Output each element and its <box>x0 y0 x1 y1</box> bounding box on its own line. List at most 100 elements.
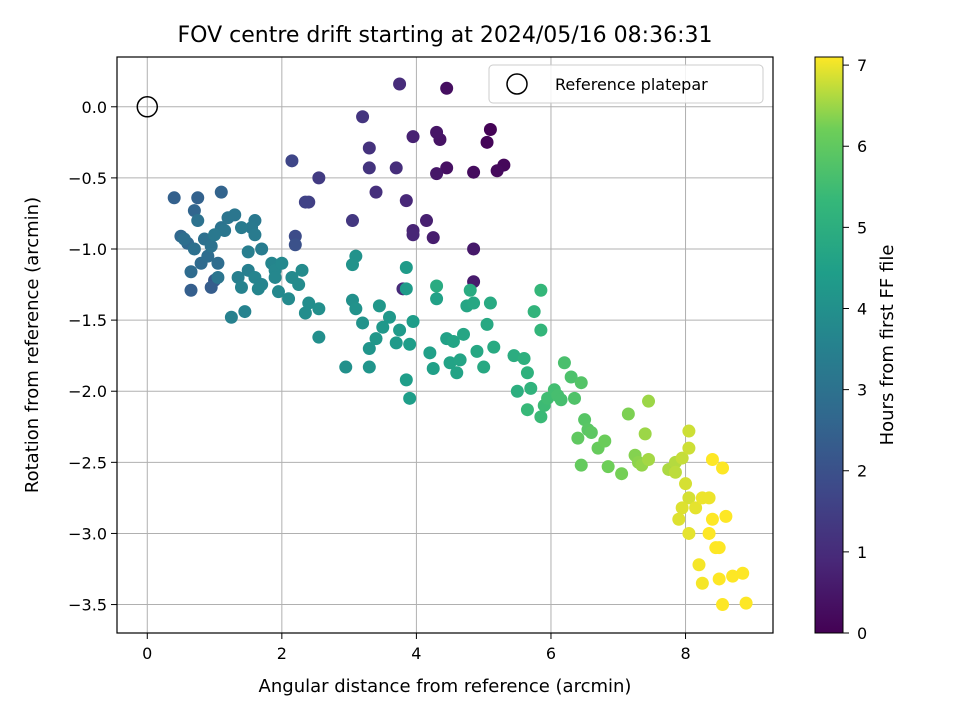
data-point-178 <box>705 452 719 466</box>
data-point-95 <box>389 336 403 350</box>
legend-box <box>488 64 764 104</box>
y-tick-label-3: −1.5 <box>68 311 107 330</box>
data-point-118 <box>487 340 501 354</box>
colorbar: 0 1 2 3 4 5 6 7 Hours from first FF file <box>814 56 898 643</box>
data-point-72 <box>268 270 282 284</box>
data-point-129 <box>520 403 534 417</box>
data-point-114 <box>470 344 484 358</box>
data-point-43 <box>201 249 215 263</box>
data-point-87 <box>345 258 359 272</box>
data-point-75 <box>282 292 296 306</box>
data-point-116 <box>480 317 494 331</box>
data-point-33 <box>204 280 218 294</box>
data-point-6 <box>440 161 454 175</box>
data-point-14 <box>406 130 420 144</box>
data-point-34 <box>184 283 198 297</box>
data-point-54 <box>218 224 232 238</box>
data-point-48 <box>191 214 205 228</box>
y-tick-label-5: −2.5 <box>68 453 107 472</box>
legend-label-reference: Reference platepar <box>555 75 708 94</box>
data-point-153 <box>638 427 652 441</box>
data-point-22 <box>362 141 376 155</box>
x-axis-ticks: 0 2 4 6 8 <box>142 633 691 663</box>
data-point-44 <box>211 256 225 270</box>
data-point-96 <box>393 323 407 337</box>
data-point-12 <box>426 231 440 245</box>
data-point-79 <box>302 296 316 310</box>
data-point-19 <box>393 77 407 91</box>
x-tick-label-3: 6 <box>546 644 556 663</box>
data-point-143 <box>571 431 585 445</box>
data-point-115 <box>477 360 491 374</box>
data-point-105 <box>430 292 444 306</box>
data-point-74 <box>271 285 285 299</box>
data-point-182 <box>716 598 730 612</box>
data-point-3 <box>490 164 504 178</box>
data-point-20 <box>389 161 403 175</box>
colorbar-label: Hours from first FF file <box>877 245 898 446</box>
data-point-45 <box>177 232 191 246</box>
colorbar-ticks: 0 1 2 3 4 5 6 7 <box>843 56 867 643</box>
data-point-100 <box>403 337 417 351</box>
colorbar-tick-label-6: 6 <box>857 137 867 156</box>
data-point-102 <box>403 391 417 405</box>
data-point-69 <box>251 282 265 296</box>
data-point-103 <box>423 346 437 360</box>
data-point-175 <box>719 509 733 523</box>
data-point-161 <box>682 441 696 455</box>
data-point-159 <box>675 451 689 465</box>
data-point-130 <box>534 410 548 424</box>
data-point-81 <box>312 302 326 316</box>
y-tick-label-2: −1.0 <box>68 240 107 259</box>
data-point-166 <box>682 526 696 540</box>
data-point-37 <box>214 185 228 199</box>
data-point-172 <box>702 526 716 540</box>
data-point-154 <box>642 394 656 408</box>
data-point-80 <box>298 306 312 320</box>
colorbar-tick-label-7: 7 <box>857 56 867 75</box>
data-point-167 <box>689 501 703 515</box>
data-point-119 <box>430 279 444 293</box>
data-point-165 <box>672 512 686 526</box>
y-tick-label-6: −3.0 <box>68 524 107 543</box>
data-point-99 <box>406 315 420 329</box>
data-point-169 <box>702 491 716 505</box>
data-point-113 <box>467 296 481 310</box>
data-point-176 <box>705 512 719 526</box>
data-point-98 <box>399 282 413 296</box>
y-tick-label-0: 0.0 <box>82 98 107 117</box>
data-point-21 <box>369 185 383 199</box>
data-point-122 <box>510 384 524 398</box>
data-point-8 <box>430 125 444 139</box>
colorbar-tick-label-5: 5 <box>857 218 867 237</box>
data-point-121 <box>507 349 521 363</box>
data-point-1 <box>480 135 494 149</box>
data-point-85 <box>349 302 363 316</box>
data-point-170 <box>692 558 706 572</box>
data-point-16 <box>406 228 420 242</box>
data-point-94 <box>382 310 396 324</box>
data-point-138 <box>568 391 582 405</box>
data-point-92 <box>372 299 386 313</box>
data-point-177 <box>716 461 730 475</box>
data-point-174 <box>712 541 726 555</box>
data-point-120 <box>463 283 477 297</box>
data-point-36 <box>191 191 205 205</box>
data-point-107 <box>443 356 457 370</box>
data-point-52 <box>211 270 225 284</box>
data-point-147 <box>601 460 615 474</box>
data-point-61 <box>241 245 255 259</box>
x-tick-label-0: 0 <box>142 644 152 663</box>
data-point-35 <box>167 191 181 205</box>
data-point-160 <box>682 424 696 438</box>
data-point-77 <box>292 278 306 292</box>
data-point-55 <box>208 228 222 242</box>
data-point-148 <box>615 467 629 481</box>
x-tick-label-2: 4 <box>411 644 421 663</box>
data-point-136 <box>557 356 571 370</box>
data-point-13 <box>419 214 433 228</box>
data-point-127 <box>534 323 548 337</box>
data-point-171 <box>695 576 709 590</box>
data-point-88 <box>356 316 370 330</box>
